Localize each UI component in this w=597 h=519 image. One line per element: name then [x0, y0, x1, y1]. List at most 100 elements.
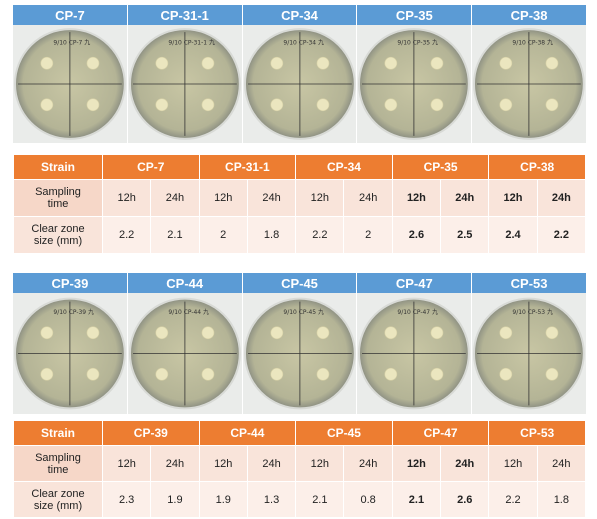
- plate-handwriting: 9/10 CP-35 九: [398, 38, 439, 46]
- paper-disc: [86, 326, 100, 340]
- strain-header: Strain: [13, 154, 103, 180]
- plate-headers-1: CP-7 CP-31-1 CP-34 CP-35 CP-38: [13, 5, 586, 25]
- petri-dish-image: 9/10 CP-45 九: [242, 293, 358, 414]
- time-cell: 12h: [391, 445, 442, 482]
- zone-value-cell: 1.9: [198, 481, 248, 518]
- time-cell: 24h: [150, 445, 200, 482]
- plate-strip-2: CP-39 CP-44 CP-45 CP-47 CP-53 9/10 CP-39…: [13, 273, 586, 414]
- paper-disc: [545, 326, 559, 340]
- zone-row-2: Clear zone size (mm) 2.3 1.9 1.9 1.3 2.1 …: [13, 481, 587, 518]
- petri-dish-illustration: 9/10 CP-45 九: [242, 293, 357, 414]
- paper-disc: [155, 367, 168, 381]
- time-cell: 12h: [198, 445, 248, 482]
- strain-col-header: CP-53: [488, 420, 586, 446]
- paper-disc: [155, 56, 168, 70]
- petri-dish-illustration: 9/10 CP-7 九: [13, 25, 127, 143]
- time-cell: 24h: [440, 179, 490, 217]
- results-table-1: Strain CP-7 CP-31-1 CP-34 CP-35 CP-38 Sa…: [13, 154, 587, 254]
- paper-disc: [499, 367, 513, 381]
- time-cell: 24h: [536, 445, 587, 482]
- strain-col-header: CP-35: [391, 154, 490, 180]
- paper-disc: [201, 98, 215, 112]
- strain-col-header: CP-39: [102, 420, 200, 446]
- paper-disc: [201, 326, 215, 340]
- plate-header: CP-47: [357, 273, 473, 293]
- zone-value-cell: 1.3: [246, 481, 297, 518]
- sampling-time-label: Sampling time: [13, 445, 103, 482]
- strain-col-header: CP-47: [391, 420, 490, 446]
- strain-col-header: CP-34: [295, 154, 393, 180]
- plate-handwriting: 9/10 CP-53 九: [513, 308, 554, 316]
- plate-header: CP-34: [242, 5, 358, 25]
- paper-disc: [270, 98, 283, 112]
- paper-disc: [155, 98, 168, 112]
- plate-images-1: 9/10 CP-7 九 9/10 CP-31-1 九 9/10 CP-34 九 …: [13, 25, 586, 143]
- strain-col-header: CP-38: [488, 154, 586, 180]
- clear-zone-label: Clear zone size (mm): [13, 481, 103, 518]
- plate-handwriting: 9/10 CP-7 九: [53, 38, 90, 46]
- petri-dish-illustration: 9/10 CP-35 九: [357, 25, 472, 143]
- paper-disc: [431, 98, 444, 112]
- plate-header: CP-44: [127, 273, 243, 293]
- zone-value-cell: 2.2: [488, 481, 538, 518]
- results-table-2: Strain CP-39 CP-44 CP-45 CP-47 CP-53 Sam…: [13, 420, 587, 518]
- plate-header: CP-39: [13, 273, 128, 293]
- paper-disc: [384, 326, 398, 340]
- petri-dish-image: 9/10 CP-34 九: [242, 25, 358, 143]
- zone-value-cell: 2.4: [488, 216, 538, 254]
- paper-disc: [270, 56, 283, 70]
- time-cell: 24h: [440, 445, 490, 482]
- time-cell: 24h: [536, 179, 587, 217]
- zone-value-cell: 2: [198, 216, 248, 254]
- petri-dish-image: 9/10 CP-44 九: [127, 293, 243, 414]
- petri-dish-image: 9/10 CP-7 九: [13, 25, 128, 143]
- plate-handwriting: 9/10 CP-34 九: [283, 38, 324, 46]
- plate-handwriting: 9/10 CP-44 九: [168, 308, 209, 316]
- time-cell: 12h: [488, 179, 538, 217]
- paper-disc: [384, 367, 398, 381]
- zone-value-cell: 2: [343, 216, 393, 254]
- paper-disc: [545, 98, 559, 112]
- paper-disc: [499, 56, 513, 70]
- paper-disc: [270, 367, 283, 381]
- paper-disc: [431, 56, 444, 70]
- paper-disc: [431, 367, 444, 381]
- time-cell: 12h: [101, 179, 152, 217]
- petri-dish-image: 9/10 CP-47 九: [357, 293, 473, 414]
- time-cell: 12h: [295, 445, 345, 482]
- paper-disc: [40, 367, 54, 381]
- paper-disc: [316, 98, 329, 112]
- plate-header: CP-31-1: [127, 5, 243, 25]
- petri-dish-illustration: 9/10 CP-44 九: [127, 293, 242, 414]
- zone-value-cell: 1.8: [246, 216, 297, 254]
- petri-dish-image: 9/10 CP-53 九: [472, 293, 586, 414]
- plate-images-2: 9/10 CP-39 九 9/10 CP-44 九 9/10 CP-45 九 9…: [13, 293, 586, 414]
- paper-disc: [86, 56, 100, 70]
- plate-header: CP-45: [242, 273, 358, 293]
- strain-col-header: CP-44: [198, 420, 297, 446]
- time-cell: 24h: [150, 179, 200, 217]
- strain-col-header: CP-45: [295, 420, 393, 446]
- plate-handwriting: 9/10 CP-45 九: [283, 308, 324, 316]
- zone-value-cell: 2.5: [440, 216, 490, 254]
- zone-value-cell: 2.2: [536, 216, 587, 254]
- zone-value-cell: 2.3: [101, 481, 152, 518]
- strain-col-header: CP-31-1: [198, 154, 297, 180]
- zone-value-cell: 2.1: [150, 216, 200, 254]
- time-cell: 12h: [488, 445, 538, 482]
- petri-dish-illustration: 9/10 CP-38 九: [472, 25, 586, 143]
- strain-col-header: CP-7: [102, 154, 200, 180]
- paper-disc: [155, 326, 168, 340]
- paper-disc: [499, 326, 513, 340]
- paper-disc: [40, 56, 54, 70]
- plate-header: CP-53: [472, 273, 586, 293]
- time-cell: 24h: [343, 179, 393, 217]
- plate-strip-1: CP-7 CP-31-1 CP-34 CP-35 CP-38 9/10 CP-7…: [13, 5, 586, 143]
- petri-dish-image: 9/10 CP-35 九: [357, 25, 473, 143]
- zone-value-cell: 1.9: [150, 481, 200, 518]
- clear-zone-label: Clear zone size (mm): [13, 216, 103, 254]
- time-cell: 12h: [391, 179, 442, 217]
- sampling-time-label: Sampling time: [13, 179, 103, 217]
- paper-disc: [431, 326, 444, 340]
- zone-row-1: Clear zone size (mm) 2.2 2.1 2 1.8 2.2 2 …: [13, 216, 587, 254]
